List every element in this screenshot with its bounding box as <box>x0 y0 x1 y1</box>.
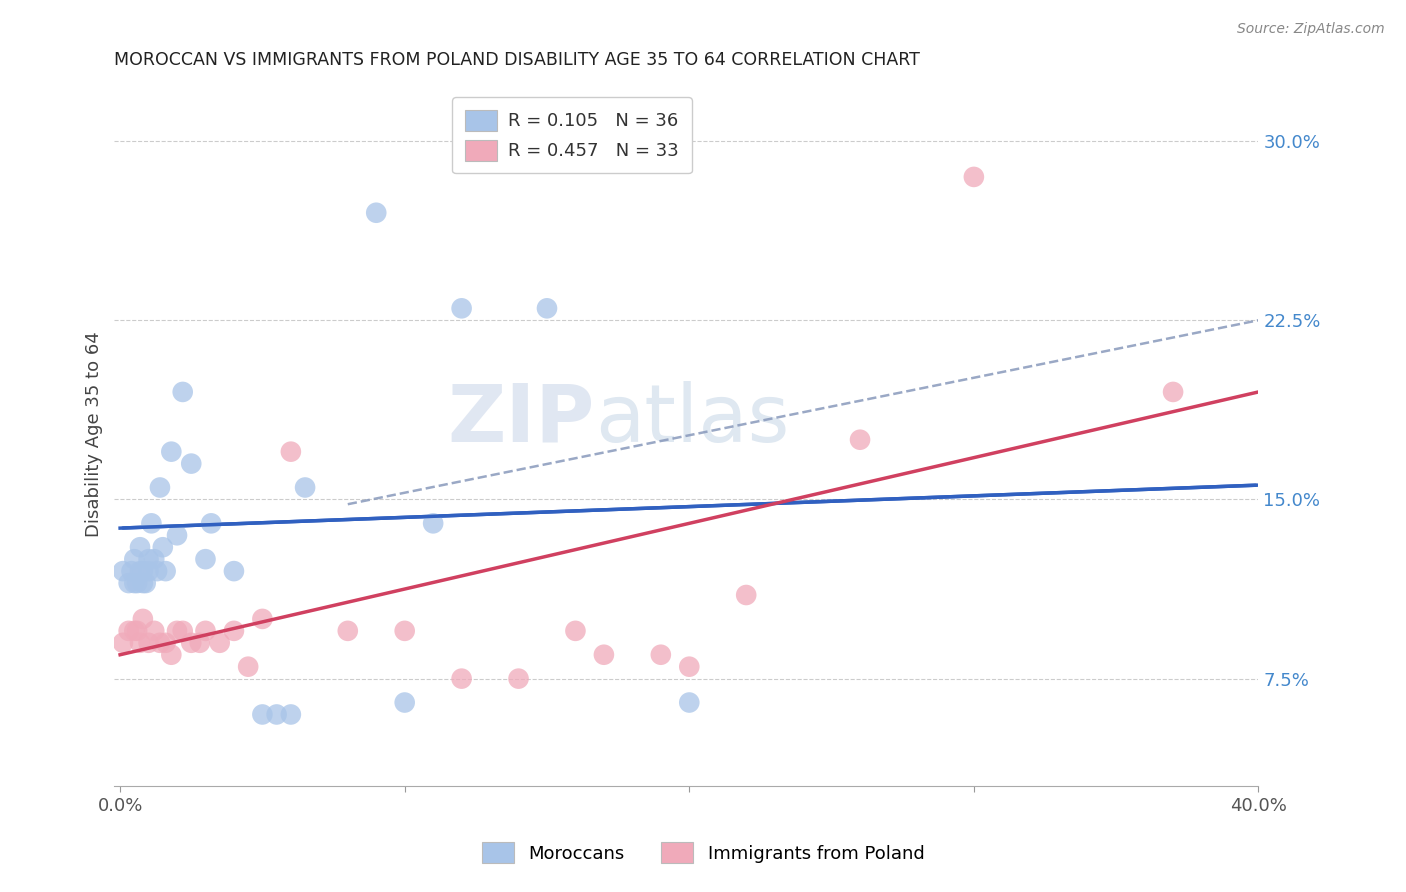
Point <box>194 624 217 638</box>
Point <box>280 444 302 458</box>
Point <box>366 206 388 220</box>
Point <box>564 624 586 638</box>
Point <box>138 564 160 578</box>
Point <box>678 659 700 673</box>
Point <box>536 301 558 316</box>
Point <box>127 576 149 591</box>
Point <box>152 540 174 554</box>
Point <box>124 624 146 638</box>
Point <box>963 169 986 184</box>
Point <box>849 433 872 447</box>
Point <box>180 457 202 471</box>
Y-axis label: Disability Age 35 to 64: Disability Age 35 to 64 <box>86 331 103 537</box>
Point <box>194 552 217 566</box>
Point <box>180 636 202 650</box>
Point <box>117 624 139 638</box>
Point <box>508 672 530 686</box>
Point <box>266 707 288 722</box>
Point <box>208 636 231 650</box>
Point <box>143 552 166 566</box>
Point <box>394 624 416 638</box>
Point <box>129 636 152 650</box>
Point <box>155 564 177 578</box>
Point <box>650 648 672 662</box>
Point <box>127 624 149 638</box>
Point <box>160 648 183 662</box>
Point <box>735 588 758 602</box>
Point <box>222 564 245 578</box>
Point <box>117 576 139 591</box>
Text: MOROCCAN VS IMMIGRANTS FROM POLAND DISABILITY AGE 35 TO 64 CORRELATION CHART: MOROCCAN VS IMMIGRANTS FROM POLAND DISAB… <box>114 51 921 69</box>
Point <box>138 552 160 566</box>
Point <box>124 576 146 591</box>
Point <box>149 636 172 650</box>
Text: Source: ZipAtlas.com: Source: ZipAtlas.com <box>1237 22 1385 37</box>
Point <box>450 301 472 316</box>
Point <box>149 481 172 495</box>
Point <box>280 707 302 722</box>
Point <box>238 659 260 673</box>
Point <box>593 648 616 662</box>
Point <box>422 516 444 531</box>
Point <box>132 564 155 578</box>
Point <box>336 624 359 638</box>
Point <box>143 624 166 638</box>
Point <box>138 636 160 650</box>
Legend: Moroccans, Immigrants from Poland: Moroccans, Immigrants from Poland <box>471 831 935 874</box>
Text: atlas: atlas <box>595 381 789 458</box>
Text: ZIP: ZIP <box>447 381 595 458</box>
Point <box>124 552 146 566</box>
Point <box>252 707 274 722</box>
Point <box>294 481 316 495</box>
Point <box>129 540 152 554</box>
Point <box>111 636 134 650</box>
Point <box>200 516 222 531</box>
Point <box>132 576 155 591</box>
Point <box>450 672 472 686</box>
Point <box>129 564 152 578</box>
Point <box>678 696 700 710</box>
Point <box>132 612 155 626</box>
Point <box>172 384 194 399</box>
Point <box>111 564 134 578</box>
Legend: R = 0.105   N = 36, R = 0.457   N = 33: R = 0.105 N = 36, R = 0.457 N = 33 <box>453 97 692 173</box>
Point <box>166 528 188 542</box>
Point <box>146 564 169 578</box>
Point <box>1161 384 1184 399</box>
Point <box>141 516 163 531</box>
Point <box>166 624 188 638</box>
Point <box>121 564 143 578</box>
Point <box>172 624 194 638</box>
Point <box>155 636 177 650</box>
Point <box>160 444 183 458</box>
Point <box>252 612 274 626</box>
Point <box>188 636 211 650</box>
Point <box>135 576 157 591</box>
Point <box>394 696 416 710</box>
Point <box>222 624 245 638</box>
